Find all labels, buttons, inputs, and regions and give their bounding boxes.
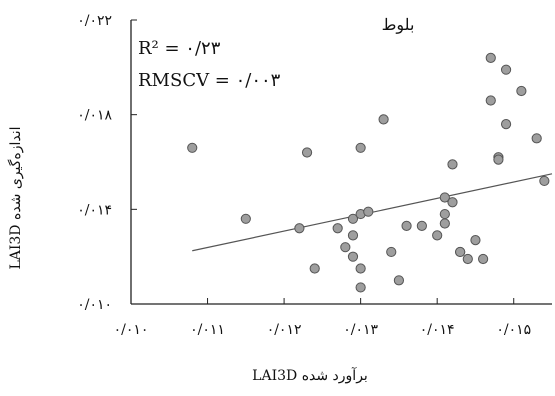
labels-group: بلوط R² = ۰/۲۳ RMSCV = ۰/۰۰۳ LAI3D برآور… bbox=[7, 15, 414, 384]
y-tick-label: ۰/۰۱۴ bbox=[77, 202, 112, 218]
data-point bbox=[439, 192, 450, 203]
data-point bbox=[363, 206, 374, 217]
data-point bbox=[340, 242, 351, 253]
data-point bbox=[347, 251, 359, 262]
axes: ۰/۰۱۰ ۰/۰۱۴ ۰/۰۱۸ ۰/۰۲۲ ۰/۰۱۰ ۰/۰۱۱ ۰/۰۱۲ ۰/۰۱۳… bbox=[77, 13, 552, 338]
y-tick-label: ۰/۰۱۸ bbox=[77, 108, 112, 124]
data-point bbox=[294, 223, 305, 234]
data-point bbox=[447, 159, 458, 170]
data-point bbox=[485, 95, 496, 106]
points-group bbox=[187, 52, 550, 293]
data-point bbox=[386, 246, 397, 258]
y-tick-label: ۰/۰۲۲ bbox=[77, 13, 112, 29]
data-point bbox=[493, 154, 504, 165]
data-point bbox=[416, 220, 427, 231]
data-point bbox=[462, 253, 473, 265]
data-point bbox=[301, 147, 313, 158]
data-point bbox=[478, 253, 489, 265]
data-point bbox=[401, 220, 412, 231]
data-point bbox=[455, 246, 466, 258]
data-point bbox=[439, 208, 450, 220]
x-tick-label: ۰/۰۱۵ bbox=[496, 322, 531, 338]
data-point bbox=[432, 230, 443, 241]
data-point bbox=[187, 142, 198, 153]
y-axis-label: LAI3D اندازه‌گیری شده bbox=[7, 126, 24, 269]
x-tick-label: ۰/۰۱۳ bbox=[343, 322, 378, 338]
data-point bbox=[447, 197, 458, 208]
data-point bbox=[516, 85, 527, 97]
data-point bbox=[378, 114, 389, 125]
x-tick-label: ۰/۰۱۲ bbox=[267, 322, 302, 338]
data-point bbox=[531, 133, 542, 144]
data-point bbox=[355, 282, 366, 293]
data-point bbox=[393, 275, 405, 286]
data-point bbox=[470, 235, 481, 246]
x-axis-label: LAI3D برآورد شده bbox=[252, 366, 368, 384]
y-tick-label: ۰/۰۱۰ bbox=[77, 297, 112, 313]
x-tick-label: ۰/۰۱۴ bbox=[420, 322, 455, 338]
data-point bbox=[355, 263, 366, 274]
data-point bbox=[355, 142, 366, 153]
chart-title: بلوط bbox=[382, 15, 415, 34]
rmscv-label: RMSCV = ۰/۰۰۳ bbox=[138, 70, 281, 91]
data-point bbox=[539, 175, 550, 187]
data-point bbox=[309, 263, 320, 274]
data-point bbox=[347, 213, 359, 224]
data-point bbox=[500, 119, 512, 130]
r2-label: R² = ۰/۲۳ bbox=[138, 38, 221, 59]
x-tick-label: ۰/۰۱۰ bbox=[114, 322, 149, 338]
data-point bbox=[439, 218, 450, 229]
data-point bbox=[500, 64, 512, 75]
data-point bbox=[240, 213, 251, 224]
x-tick-label: ۰/۰۱۱ bbox=[190, 322, 225, 338]
data-point bbox=[347, 230, 359, 241]
data-point bbox=[485, 52, 496, 63]
data-point bbox=[332, 223, 343, 234]
